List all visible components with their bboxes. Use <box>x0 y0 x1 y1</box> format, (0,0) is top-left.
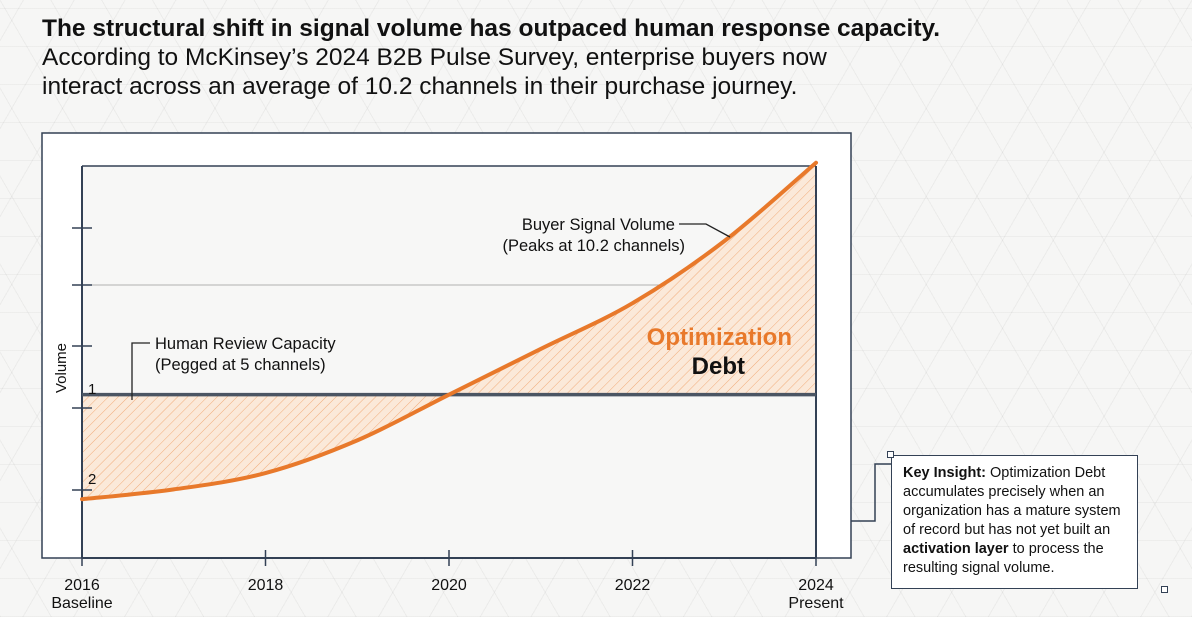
insight-emphasis: activation layer <box>903 541 1009 557</box>
insight-connector <box>851 463 891 522</box>
debt-label-debt: Debt <box>692 353 745 380</box>
insight-text-2: to process the resulting signal volume. <box>903 541 1104 576</box>
x-tick-label: 2020 <box>431 577 467 594</box>
key-insight-box: Key Insight: Optimization Debt accumulat… <box>891 455 1138 589</box>
y-axis-label: Volume <box>53 343 70 393</box>
insight-label: Key Insight: <box>903 465 986 481</box>
insight-corner-bottom-right <box>1161 586 1168 593</box>
x-tick-label: 2018 <box>248 577 284 594</box>
series-line-buyer-signal-volume <box>80 160 818 502</box>
capacity-annotation-subtitle: (Pegged at 5 channels) <box>155 356 326 374</box>
headline-lead: The structural shift in signal volume ha… <box>42 15 941 42</box>
signal-annotation-title: Buyer Signal Volume <box>522 216 675 234</box>
marker-1: 1 <box>88 381 96 398</box>
debt-label-optimization: Optimization <box>647 324 792 351</box>
signal-leader-line <box>679 223 731 238</box>
insight-corner-top-left <box>887 451 894 458</box>
x-tick-label: 2024 <box>798 577 834 594</box>
signal-annotation-subtitle: (Peaks at 10.2 channels) <box>502 237 685 255</box>
optimization-debt-region <box>82 166 816 500</box>
insight-text-1: Optimization Debt accumulates precisely … <box>903 465 1121 538</box>
capacity-annotation-title: Human Review Capacity <box>155 335 336 353</box>
x-tick-sublabel: Present <box>788 595 844 612</box>
headline-line-2: According to McKinsey’s 2024 B2B Pulse S… <box>42 44 827 71</box>
headline-line-3: interact across an average of 10.2 chann… <box>42 73 798 100</box>
x-tick-label: 2016 <box>64 577 100 594</box>
marker-2: 2 <box>88 471 96 488</box>
headline: The structural shift in signal volume ha… <box>42 14 1142 101</box>
x-tick-label: 2022 <box>615 577 651 594</box>
capacity-leader-line <box>131 342 150 400</box>
x-tick-sublabel: Baseline <box>51 595 112 612</box>
y-ticks <box>72 227 92 491</box>
